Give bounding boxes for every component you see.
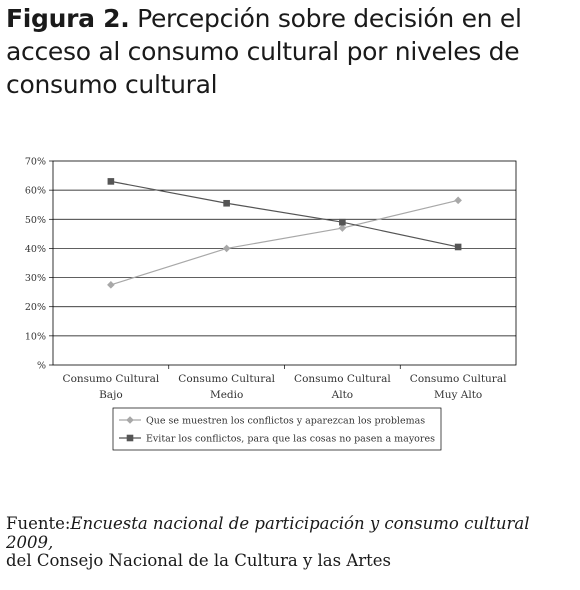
y-tick-label: 50% — [25, 215, 46, 226]
y-tick-label: 70% — [25, 157, 46, 168]
series-2-point — [223, 199, 230, 207]
x-tick-label: Alto — [331, 389, 353, 401]
legend-marker-2 — [126, 434, 134, 442]
legend-label-2: Evitar los conflictos, para que las cosa… — [146, 434, 435, 445]
series-line-1 — [110, 199, 459, 286]
legend: Que se muestren los conflictos y aparezc… — [112, 407, 442, 451]
y-tick-label: 30% — [25, 273, 46, 284]
source-caption-line2: del Consejo Nacional de la Cultura y las… — [6, 551, 392, 570]
y-tick-label: 10% — [25, 331, 46, 342]
series-1-point — [107, 281, 115, 289]
figure-title-text: Percepción sobre decisión en el acceso a… — [6, 4, 522, 99]
x-tick-label: Bajo — [99, 389, 123, 401]
y-tick-label: 20% — [25, 302, 46, 313]
figure-title: Figura 2. Percepción sobre decisión en e… — [6, 2, 574, 101]
y-tick-label: % — [37, 361, 46, 372]
figure-label: Figura 2. — [6, 4, 130, 33]
y-tick-label: 40% — [25, 244, 46, 255]
grid-lines — [53, 189, 516, 337]
y-tick-label: 60% — [25, 186, 46, 197]
series-1-point — [338, 224, 347, 232]
series-line-2 — [110, 180, 459, 248]
line-chart: % 10% 20% 30% 40% 50% 60% 70% Consumo Cultural B… — [25, 157, 517, 451]
series-2-point — [107, 178, 115, 185]
legend-label-1: Que se muestren los conflictos y aparezc… — [146, 416, 425, 427]
source-prefix: Fuente: — [6, 514, 71, 533]
x-tick-label: Consumo Cultural — [178, 373, 275, 385]
series-2-point — [454, 243, 462, 251]
x-tick-label: Muy Alto — [434, 389, 482, 401]
y-axis: % 10% 20% 30% 40% 50% 60% 70% — [25, 157, 53, 372]
legend-box — [112, 407, 442, 451]
source-caption: Fuente:Encuesta nacional de participació… — [6, 514, 576, 552]
plot-area — [52, 160, 517, 366]
x-tick-label: Medio — [210, 389, 243, 401]
x-axis: Consumo Cultural Bajo Consumo Cultural Medi… — [63, 365, 507, 401]
x-tick-label: Consumo Cultural — [410, 373, 507, 385]
x-tick-label: Consumo Cultural — [63, 373, 160, 385]
series-2-point — [339, 218, 346, 226]
legend-marker-1 — [126, 416, 134, 424]
x-tick-label: Consumo Cultural — [294, 373, 391, 385]
source-title: Encuesta nacional de participación y con… — [6, 514, 530, 552]
